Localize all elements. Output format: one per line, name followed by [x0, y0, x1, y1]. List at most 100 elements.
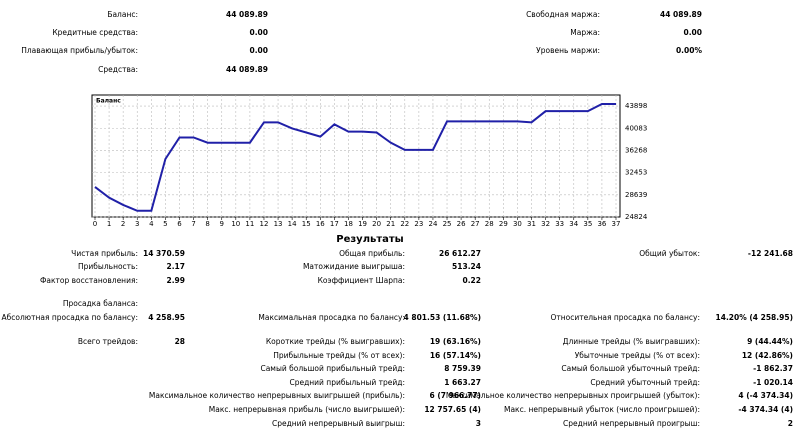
- account-label: Уровень маржи:: [536, 46, 600, 55]
- x-tick-label: 14: [288, 220, 297, 228]
- result-label: Самый большой убыточный трейд:: [561, 364, 700, 373]
- result-value: 2.17: [166, 262, 185, 271]
- x-tick-label: 16: [316, 220, 325, 228]
- result-value: 3: [475, 419, 481, 428]
- result-value: 28: [174, 337, 185, 346]
- x-tick-label: 11: [245, 220, 254, 228]
- x-tick-label: 27: [471, 220, 480, 228]
- x-tick-label: 15: [302, 220, 311, 228]
- account-label: Свободная маржа:: [526, 10, 600, 19]
- result-value: 12 (42.86%): [741, 351, 793, 360]
- result-label: Максимальное количество непрерывных выиг…: [148, 391, 405, 400]
- x-tick-label: 12: [260, 220, 269, 228]
- y-tick-label: 36268: [625, 146, 647, 154]
- x-tick-label: 19: [358, 220, 367, 228]
- result-value: 14 370.59: [143, 249, 185, 258]
- account-label: Кредитные средства:: [52, 28, 138, 37]
- result-value: 14.20% (4 258.95): [715, 313, 793, 322]
- result-value: 9 (44.44%): [747, 337, 793, 346]
- result-value: -1 862.37: [753, 364, 793, 373]
- x-tick-label: 26: [457, 220, 466, 228]
- x-tick-label: 2: [121, 220, 125, 228]
- result-label: Средний прибыльный трейд:: [289, 378, 405, 387]
- x-tick-label: 8: [205, 220, 209, 228]
- x-tick-label: 13: [274, 220, 283, 228]
- x-tick-label: 33: [555, 220, 564, 228]
- x-tick-label: 35: [583, 220, 592, 228]
- result-label: Длинные трейды (% выигравших):: [562, 337, 700, 346]
- y-tick-label: 40083: [625, 124, 647, 132]
- x-tick-label: 37: [612, 220, 621, 228]
- x-tick-label: 36: [597, 220, 606, 228]
- result-label: Прибыльные трейды (% от всех):: [273, 351, 405, 360]
- result-label: Максимальное количество непрерывных прои…: [445, 391, 700, 400]
- result-value: 2: [787, 419, 793, 428]
- account-label: Средства:: [98, 65, 138, 74]
- account-label: Баланс:: [107, 10, 138, 19]
- x-tick-label: 5: [163, 220, 167, 228]
- result-label: Короткие трейды (% выигравших):: [265, 337, 405, 346]
- result-value: 2.99: [166, 276, 185, 285]
- x-tick-label: 34: [569, 220, 578, 228]
- x-tick-label: 3: [135, 220, 139, 228]
- result-label: Матожидание выигрыша:: [302, 262, 405, 271]
- chart-title: Баланс: [96, 98, 121, 105]
- account-label: Маржа:: [570, 28, 600, 37]
- result-value: 513.24: [452, 262, 481, 271]
- x-tick-label: 1: [107, 220, 111, 228]
- result-label: Средний убыточный трейд:: [590, 378, 700, 387]
- result-value: 4 801.53 (11.68%): [403, 313, 481, 322]
- y-tick-label: 32453: [625, 169, 647, 177]
- x-tick-label: 22: [400, 220, 409, 228]
- y-tick-label: 43898: [625, 102, 647, 110]
- x-tick-label: 6: [177, 220, 182, 228]
- result-label: Всего трейдов:: [77, 337, 138, 346]
- x-tick-label: 32: [541, 220, 550, 228]
- result-label: Макс. непрерывный убыток (число проигрыш…: [503, 405, 700, 414]
- result-value: 4 258.95: [148, 313, 185, 322]
- x-tick-label: 10: [231, 220, 240, 228]
- account-value: 0.00%: [675, 46, 702, 55]
- x-tick-label: 29: [499, 220, 508, 228]
- result-label: Фактор восстановления:: [39, 276, 138, 285]
- result-label: Максимальная просадка по балансу:: [258, 313, 405, 322]
- result-value: -12 241.68: [747, 249, 793, 258]
- x-tick-label: 21: [386, 220, 395, 228]
- x-tick-label: 28: [485, 220, 494, 228]
- x-tick-label: 9: [219, 220, 223, 228]
- result-value: 16 (57.14%): [429, 351, 481, 360]
- x-tick-label: 23: [414, 220, 423, 228]
- result-value: 26 612.27: [439, 249, 481, 258]
- x-tick-label: 4: [149, 220, 154, 228]
- account-value: 44 089.89: [660, 10, 702, 19]
- result-value: -1 020.14: [753, 378, 793, 387]
- result-value: 0.22: [462, 276, 481, 285]
- balance-line: [94, 103, 616, 212]
- result-label: Относительная просадка по балансу:: [550, 313, 700, 322]
- account-value: 0.00: [683, 28, 702, 37]
- result-label: Макс. непрерывная прибыль (число выигрыш…: [208, 405, 405, 414]
- result-value: 4 (-4 374.34): [738, 391, 793, 400]
- result-label: Чистая прибыль:: [71, 249, 138, 258]
- x-tick-label: 31: [527, 220, 536, 228]
- x-tick-label: 25: [443, 220, 452, 228]
- x-tick-label: 17: [330, 220, 339, 228]
- x-tick-label: 0: [93, 220, 97, 228]
- result-value: 12 757.65 (4): [424, 405, 481, 414]
- y-tick-label: 28639: [625, 191, 647, 199]
- x-tick-label: 7: [191, 220, 195, 228]
- results-title: Результаты: [336, 234, 404, 245]
- account-value: 44 089.89: [226, 65, 268, 74]
- result-label: Абсолютная просадка по балансу:: [1, 313, 139, 322]
- result-label: Коэффициент Шарпа:: [317, 276, 405, 285]
- account-value: 44 089.89: [226, 10, 268, 19]
- result-value: -4 374.34 (4): [738, 405, 793, 414]
- account-value: 0.00: [249, 28, 268, 37]
- result-label: Средний непрерывный проигрыш:: [563, 419, 700, 428]
- result-value: 8 759.39: [444, 364, 481, 373]
- result-label: Самый большой прибыльный трейд:: [260, 364, 405, 373]
- result-label: Просадка баланса:: [62, 299, 138, 308]
- x-tick-label: 30: [513, 220, 522, 228]
